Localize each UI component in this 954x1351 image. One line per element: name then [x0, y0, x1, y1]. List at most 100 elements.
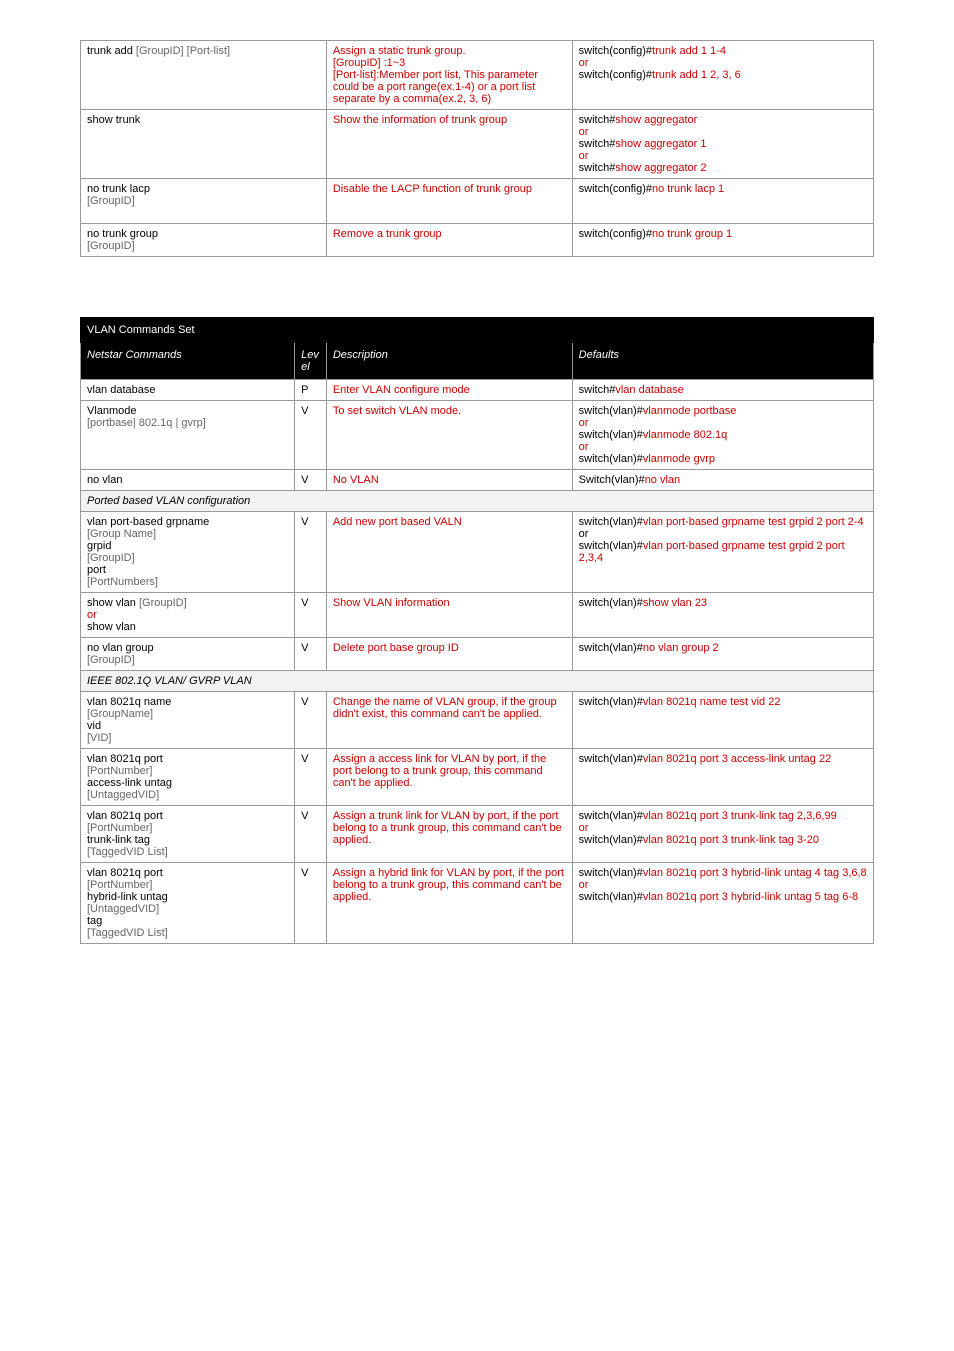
cmd-l1: vlan 8021q name — [87, 696, 171, 708]
description: To set switch VLAN mode. — [326, 401, 572, 470]
def-or: or — [579, 441, 589, 453]
table-row: vlan port-based grpname[Group Name]grpid… — [81, 512, 874, 593]
sub-label: IEEE 802.1Q VLAN/ GVRP VLAN — [81, 671, 874, 692]
cmd-a1: [GroupName] — [87, 708, 153, 720]
def-red: vlan 8021q port 3 trunk-link tag 3-20 — [643, 834, 819, 846]
def-red: trunk add 1 2, 3, 6 — [652, 69, 741, 81]
cmd-a3: [TaggedVID List] — [87, 927, 168, 939]
def-red: vlan 8021q port 3 access-link untag 22 — [643, 753, 831, 765]
def-black: switch(vlan)# — [579, 540, 643, 552]
def-or: or — [579, 150, 589, 162]
lvl: V — [295, 863, 327, 944]
lvl: V — [295, 749, 327, 806]
lvl: P — [295, 380, 327, 401]
cmd-a2: [UntaggedVID] — [87, 903, 159, 915]
cmd-args: [GroupID] — [87, 195, 135, 207]
def-or: or — [579, 126, 589, 138]
description: Disable the LACP function of trunk group — [326, 179, 572, 224]
def-black: switch(config)# — [579, 45, 652, 57]
cmd-a1: [Group Name] — [87, 528, 156, 540]
hd-desc: Description — [326, 343, 572, 380]
subsection-row: Ported based VLAN configuration — [81, 491, 874, 512]
description: Remove a trunk group — [326, 224, 572, 257]
description: Assign a static trunk group. [GroupID] :… — [326, 41, 572, 110]
def-or: or — [579, 822, 589, 834]
cmd-a2: [GroupID] — [87, 552, 135, 564]
def-black: switch(vlan)# — [579, 867, 643, 879]
def-red: no vlan group 2 — [643, 642, 719, 654]
def-black: switch(vlan)# — [579, 453, 643, 465]
cmd-l1: vlan port-based grpname — [87, 516, 209, 528]
cmd-a1: [PortNumber] — [87, 765, 152, 777]
description: Assign a access link for VLAN by port, i… — [326, 749, 572, 806]
cmd-l1: vlan 8021q port — [87, 753, 163, 765]
def-black: switch(vlan)# — [579, 597, 643, 609]
def-black: switch(config)# — [579, 183, 652, 195]
def-black: switch(vlan)# — [579, 405, 643, 417]
cmd: vlan database — [81, 380, 295, 401]
def-or: or — [579, 417, 589, 429]
def-black: switch(config)# — [579, 69, 652, 81]
lvl: V — [295, 806, 327, 863]
cmd-a2: [VID] — [87, 732, 111, 744]
cmd-prefix: no trunk lacp — [87, 183, 150, 195]
def-red: show aggregator — [615, 114, 697, 126]
table-row: no trunk group [GroupID] Remove a trunk … — [81, 224, 874, 257]
cmd-l2: hybrid-link untag — [87, 891, 168, 903]
trunk-table: trunk add [GroupID] [Port-list] Assign a… — [80, 40, 874, 257]
vlan-title: VLAN Commands Set — [81, 318, 874, 343]
description: Enter VLAN configure mode — [326, 380, 572, 401]
def-red: no trunk group 1 — [652, 228, 732, 240]
def-red: show vlan 23 — [643, 597, 707, 609]
cmd-args: [portbase| 802.1q | gvrp] — [87, 417, 206, 429]
cmd-l3: show vlan — [87, 621, 136, 633]
table-row: Vlanmode[portbase| 802.1q | gvrp] V To s… — [81, 401, 874, 470]
description: Delete port base group ID — [326, 638, 572, 671]
hd-cmd: Netstar Commands — [81, 343, 295, 380]
def-red: vlan 8021q name test vid 22 — [643, 696, 781, 708]
cmd-args: [GroupID] — [87, 654, 135, 666]
def-black: switch(vlan)# — [579, 810, 643, 822]
cmd-a3: [PortNumbers] — [87, 576, 158, 588]
def-black: switch(vlan)# — [579, 696, 643, 708]
cmd-or: or — [87, 609, 97, 621]
lvl: V — [295, 692, 327, 749]
cmd-l1: vlan 8021q port — [87, 867, 163, 879]
cmd-a1: [PortNumber] — [87, 822, 152, 834]
def-red: vlanmode 802.1q — [643, 429, 727, 441]
cmd-l3: tag — [87, 915, 102, 927]
cmd-l1: vlan 8021q port — [87, 810, 163, 822]
vlan-title-row: VLAN Commands Set — [81, 318, 874, 343]
hd-lvl: Level — [295, 343, 327, 380]
def-red: trunk add 1 1-4 — [652, 45, 726, 57]
description: Change the name of VLAN group, if the gr… — [326, 692, 572, 749]
cmd-prefix: trunk add — [87, 45, 136, 57]
def-black: switch(vlan)# — [579, 891, 643, 903]
lvl: V — [295, 638, 327, 671]
def-black: switch(config)# — [579, 228, 652, 240]
cmd: show trunk — [81, 110, 327, 179]
def-red: or — [579, 57, 589, 69]
cmd-args: [GroupID] — [87, 240, 135, 252]
description: Assign a hybrid link for VLAN by port, i… — [326, 863, 572, 944]
def-black: switch# — [579, 384, 616, 396]
def-black: Switch(vlan)# — [579, 474, 645, 486]
cmd-l3: port — [87, 564, 106, 576]
def-or: or — [579, 528, 589, 540]
cmd-l2: grpid — [87, 540, 111, 552]
def-red: show aggregator 2 — [615, 162, 706, 174]
table-row: vlan database P Enter VLAN configure mod… — [81, 380, 874, 401]
sub-label: Ported based VLAN configuration — [81, 491, 874, 512]
vlan-table: VLAN Commands Set Netstar Commands Level… — [80, 317, 874, 944]
cmd-a2: [UntaggedVID] — [87, 789, 159, 801]
def-red: no trunk lacp 1 — [652, 183, 724, 195]
def-red: vlanmode gvrp — [643, 453, 715, 465]
def-or: or — [579, 879, 589, 891]
cmd-a1: [PortNumber] — [87, 879, 152, 891]
description: Add new port based VALN — [326, 512, 572, 593]
spacer — [80, 257, 874, 317]
def-red: vlan port-based grpname test grpid 2 por… — [643, 516, 864, 528]
cmd-l2: access-link untag — [87, 777, 172, 789]
def-black: switch(vlan)# — [579, 834, 643, 846]
description: Assign a trunk link for VLAN by port, if… — [326, 806, 572, 863]
